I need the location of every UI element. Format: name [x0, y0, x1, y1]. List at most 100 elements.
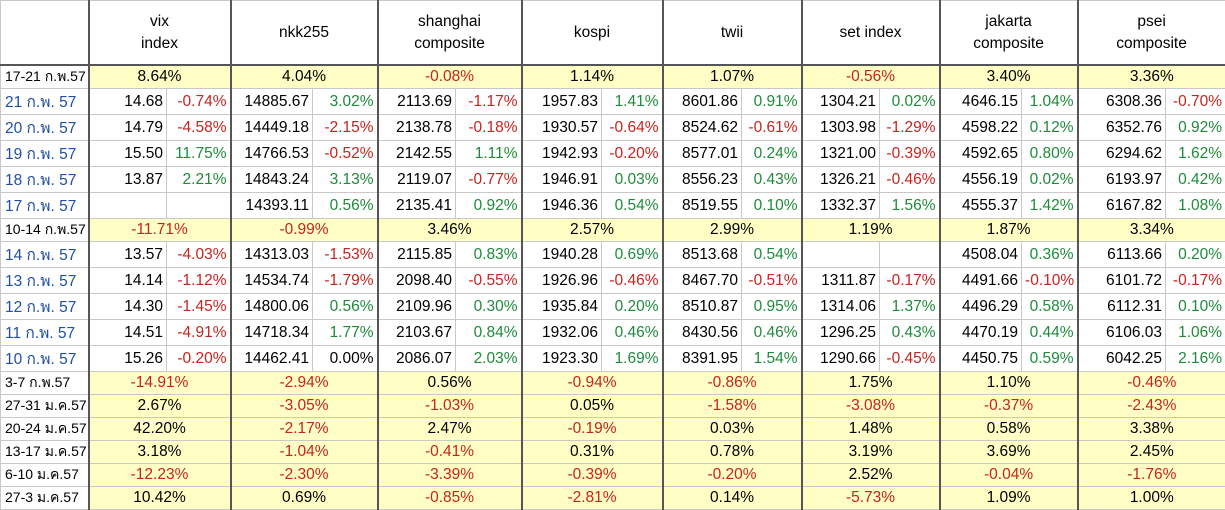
- weekly-change-cell[interactable]: -2.30%: [231, 464, 378, 487]
- index-value-cell[interactable]: 1314.06: [802, 294, 880, 320]
- weekly-change-cell[interactable]: -3.08%: [802, 395, 940, 418]
- daily-change-cell[interactable]: 0.30%: [456, 294, 522, 320]
- daily-change-cell[interactable]: 1.11%: [456, 141, 522, 167]
- weekly-change-cell[interactable]: -0.41%: [378, 441, 522, 464]
- index-value-cell[interactable]: 1321.00: [802, 141, 880, 167]
- weekly-change-cell[interactable]: 0.05%: [522, 395, 663, 418]
- daily-change-cell[interactable]: 11.75%: [167, 141, 231, 167]
- index-value-cell[interactable]: 4598.22: [940, 115, 1022, 141]
- index-value-cell[interactable]: 8556.23: [663, 167, 742, 193]
- weekly-change-cell[interactable]: -0.08%: [378, 65, 522, 89]
- daily-change-cell[interactable]: 2.03%: [456, 346, 522, 372]
- daily-change-cell[interactable]: 0.10%: [742, 193, 802, 219]
- index-value-cell[interactable]: 14534.74: [231, 268, 313, 294]
- daily-change-cell[interactable]: 0.92%: [1166, 115, 1225, 141]
- weekly-change-cell[interactable]: -0.19%: [522, 418, 663, 441]
- weekly-change-cell[interactable]: 42.20%: [89, 418, 231, 441]
- weekly-change-cell[interactable]: -5.73%: [802, 487, 940, 510]
- index-value-cell[interactable]: 2086.07: [378, 346, 456, 372]
- index-value-cell[interactable]: 1923.30: [522, 346, 602, 372]
- index-value-cell[interactable]: 14885.67: [231, 89, 313, 115]
- index-value-cell[interactable]: 4592.65: [940, 141, 1022, 167]
- daily-change-cell[interactable]: 0.95%: [742, 294, 802, 320]
- index-value-cell[interactable]: 1296.25: [802, 320, 880, 346]
- daily-change-cell[interactable]: 0.20%: [1166, 242, 1225, 268]
- row-label[interactable]: 27-3 ม.ค.57: [1, 487, 89, 510]
- index-value-cell[interactable]: 4555.37: [940, 193, 1022, 219]
- daily-change-cell[interactable]: 1.04%: [1022, 89, 1078, 115]
- weekly-change-cell[interactable]: -0.37%: [940, 395, 1078, 418]
- weekly-change-cell[interactable]: 0.56%: [378, 372, 522, 395]
- weekly-change-cell[interactable]: 2.67%: [89, 395, 231, 418]
- daily-change-cell[interactable]: 0.54%: [742, 242, 802, 268]
- daily-change-cell[interactable]: 0.80%: [1022, 141, 1078, 167]
- daily-change-cell[interactable]: 0.54%: [602, 193, 663, 219]
- weekly-change-cell[interactable]: -1.76%: [1078, 464, 1225, 487]
- index-value-cell[interactable]: 6167.82: [1078, 193, 1166, 219]
- weekly-change-cell[interactable]: 2.47%: [378, 418, 522, 441]
- weekly-change-cell[interactable]: 3.19%: [802, 441, 940, 464]
- daily-change-cell[interactable]: 0.24%: [742, 141, 802, 167]
- index-value-cell[interactable]: 8510.87: [663, 294, 742, 320]
- weekly-change-cell[interactable]: 0.58%: [940, 418, 1078, 441]
- daily-change-cell[interactable]: 0.59%: [1022, 346, 1078, 372]
- daily-change-cell[interactable]: -0.18%: [456, 115, 522, 141]
- index-value-cell[interactable]: 1946.36: [522, 193, 602, 219]
- index-value-cell[interactable]: 1303.98: [802, 115, 880, 141]
- daily-change-cell[interactable]: -4.91%: [167, 320, 231, 346]
- daily-change-cell[interactable]: 0.56%: [313, 294, 378, 320]
- daily-change-cell[interactable]: 1.06%: [1166, 320, 1225, 346]
- weekly-change-cell[interactable]: 3.34%: [1078, 219, 1225, 242]
- index-value-cell[interactable]: 15.26: [89, 346, 167, 372]
- daily-change-cell[interactable]: -1.29%: [880, 115, 940, 141]
- index-value-cell[interactable]: 13.87: [89, 167, 167, 193]
- index-value-cell[interactable]: 6101.72: [1078, 268, 1166, 294]
- weekly-change-cell[interactable]: -2.94%: [231, 372, 378, 395]
- corner-cell[interactable]: [1, 1, 89, 66]
- row-label[interactable]: 6-10 ม.ค.57: [1, 464, 89, 487]
- weekly-change-cell[interactable]: 0.14%: [663, 487, 802, 510]
- index-value-cell[interactable]: 1940.28: [522, 242, 602, 268]
- column-header[interactable]: shanghai composite: [378, 1, 522, 66]
- daily-change-cell[interactable]: 1.08%: [1166, 193, 1225, 219]
- index-value-cell[interactable]: 2135.41: [378, 193, 456, 219]
- column-header[interactable]: jakarta composite: [940, 1, 1078, 66]
- weekly-change-cell[interactable]: -0.85%: [378, 487, 522, 510]
- column-header[interactable]: nkk255: [231, 1, 378, 66]
- index-value-cell[interactable]: 15.50: [89, 141, 167, 167]
- index-value-cell[interactable]: 14.51: [89, 320, 167, 346]
- row-label[interactable]: 12 ก.พ. 57: [1, 294, 89, 320]
- index-value-cell[interactable]: 6193.97: [1078, 167, 1166, 193]
- weekly-change-cell[interactable]: -0.46%: [1078, 372, 1225, 395]
- index-value-cell[interactable]: 4496.29: [940, 294, 1022, 320]
- daily-change-cell[interactable]: 1.62%: [1166, 141, 1225, 167]
- row-label[interactable]: 21 ก.พ. 57: [1, 89, 89, 115]
- daily-change-cell[interactable]: -4.58%: [167, 115, 231, 141]
- daily-change-cell[interactable]: -0.17%: [1166, 268, 1225, 294]
- daily-change-cell[interactable]: -0.61%: [742, 115, 802, 141]
- index-value-cell[interactable]: 1926.96: [522, 268, 602, 294]
- row-label[interactable]: 10 ก.พ. 57: [1, 346, 89, 372]
- index-value-cell[interactable]: 14718.34: [231, 320, 313, 346]
- weekly-change-cell[interactable]: 8.64%: [89, 65, 231, 89]
- index-value-cell[interactable]: 14313.03: [231, 242, 313, 268]
- index-value-cell[interactable]: 2138.78: [378, 115, 456, 141]
- weekly-change-cell[interactable]: 0.31%: [522, 441, 663, 464]
- weekly-change-cell[interactable]: 3.36%: [1078, 65, 1225, 89]
- index-value-cell[interactable]: 14.79: [89, 115, 167, 141]
- index-value-cell[interactable]: 13.57: [89, 242, 167, 268]
- row-label[interactable]: 13-17 ม.ค.57: [1, 441, 89, 464]
- daily-change-cell[interactable]: -0.17%: [880, 268, 940, 294]
- daily-change-cell[interactable]: 0.46%: [742, 320, 802, 346]
- index-value-cell[interactable]: 14.14: [89, 268, 167, 294]
- daily-change-cell[interactable]: 1.69%: [602, 346, 663, 372]
- index-value-cell[interactable]: 1942.93: [522, 141, 602, 167]
- daily-change-cell[interactable]: 1.56%: [880, 193, 940, 219]
- weekly-change-cell[interactable]: 3.38%: [1078, 418, 1225, 441]
- weekly-change-cell[interactable]: -2.43%: [1078, 395, 1225, 418]
- index-value-cell[interactable]: 14800.06: [231, 294, 313, 320]
- index-value-cell[interactable]: 14.68: [89, 89, 167, 115]
- weekly-change-cell[interactable]: 1.00%: [1078, 487, 1225, 510]
- index-value-cell[interactable]: 14.30: [89, 294, 167, 320]
- weekly-change-cell[interactable]: 1.48%: [802, 418, 940, 441]
